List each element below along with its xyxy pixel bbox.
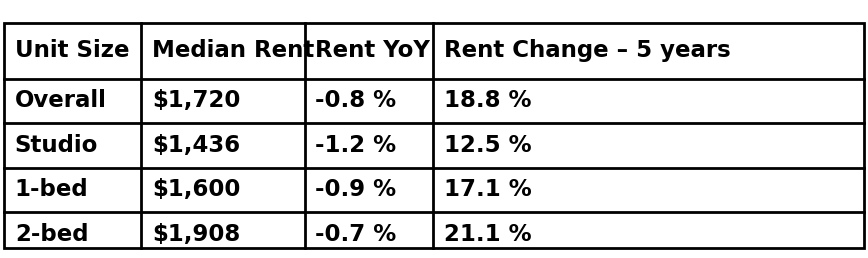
Text: 21.1 %: 21.1 % — [444, 223, 531, 246]
Text: 18.8 %: 18.8 % — [444, 90, 531, 112]
Text: -0.8 %: -0.8 % — [315, 90, 396, 112]
Text: Unit Size: Unit Size — [15, 39, 129, 62]
Text: 12.5 %: 12.5 % — [444, 134, 531, 157]
Text: 17.1 %: 17.1 % — [444, 179, 531, 201]
Text: 1-bed: 1-bed — [15, 179, 89, 201]
Text: -1.2 %: -1.2 % — [315, 134, 396, 157]
Text: Median Rent: Median Rent — [152, 39, 314, 62]
Text: $1,908: $1,908 — [152, 223, 240, 246]
Text: $1,600: $1,600 — [152, 179, 240, 201]
Text: Rent YoY: Rent YoY — [315, 39, 430, 62]
Bar — [4, 23, 864, 248]
Text: $1,720: $1,720 — [152, 90, 240, 112]
Text: Rent Change – 5 years: Rent Change – 5 years — [444, 39, 730, 62]
Text: Studio: Studio — [15, 134, 98, 157]
Text: -0.7 %: -0.7 % — [315, 223, 397, 246]
Text: Overall: Overall — [15, 90, 107, 112]
Text: -0.9 %: -0.9 % — [315, 179, 396, 201]
Text: 2-bed: 2-bed — [15, 223, 89, 246]
Text: $1,436: $1,436 — [152, 134, 240, 157]
